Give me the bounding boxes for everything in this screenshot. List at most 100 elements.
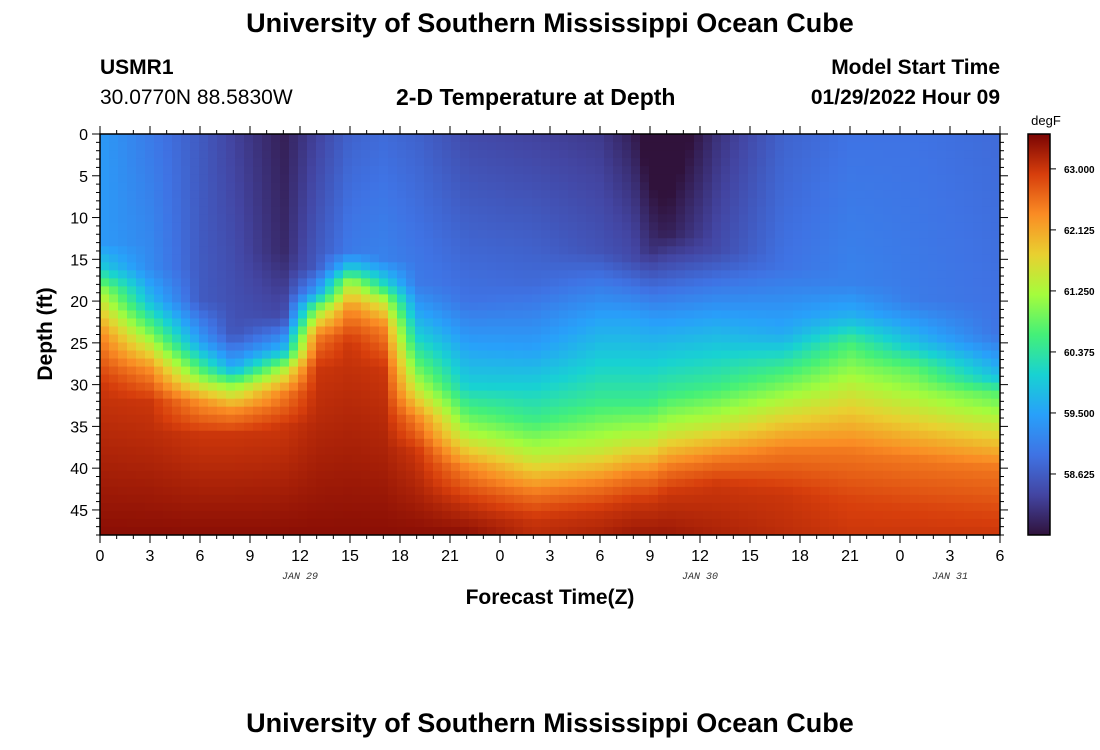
heatmap-cell — [937, 494, 947, 504]
heatmap-cell — [127, 406, 137, 416]
heatmap-cell — [226, 526, 236, 535]
heatmap-cell — [937, 214, 947, 223]
heatmap-cell — [415, 350, 425, 360]
heatmap-cell — [703, 518, 713, 528]
heatmap-cell — [532, 270, 542, 279]
heatmap-cell — [559, 222, 569, 231]
heatmap-cell — [649, 510, 659, 520]
heatmap-cell — [901, 494, 911, 504]
heatmap-cell — [433, 158, 443, 167]
heatmap-cell — [262, 382, 272, 392]
heatmap-cell — [235, 238, 245, 247]
heatmap-cell — [946, 430, 956, 440]
heatmap-cell — [595, 310, 605, 320]
heatmap-cell — [910, 286, 920, 295]
heatmap-cell — [163, 518, 173, 528]
heatmap-cell — [964, 494, 974, 504]
heatmap-cell — [613, 510, 623, 520]
heatmap-cell — [181, 134, 191, 143]
heatmap-cell — [559, 270, 569, 279]
heatmap-cell — [676, 526, 686, 535]
heatmap-cell — [973, 430, 983, 440]
heatmap-cell — [127, 254, 137, 263]
heatmap-cell — [928, 246, 938, 255]
heatmap-cell — [604, 486, 614, 496]
heatmap-cell — [919, 454, 929, 464]
heatmap-cell — [397, 206, 407, 215]
heatmap-cell — [172, 446, 182, 456]
heatmap-cell — [199, 198, 209, 207]
heatmap-cell — [946, 342, 956, 352]
heatmap-cell — [226, 422, 236, 432]
heatmap-cell — [775, 326, 785, 336]
heatmap-cell — [973, 462, 983, 472]
heatmap-cell — [685, 430, 695, 440]
heatmap-cell — [874, 302, 884, 312]
heatmap-cell — [370, 510, 380, 520]
heatmap-cell — [568, 238, 578, 247]
heatmap-cell — [955, 190, 965, 199]
heatmap-cell — [424, 158, 434, 167]
heatmap-cell — [721, 326, 731, 336]
heatmap — [100, 134, 1000, 535]
heatmap-cell — [982, 166, 992, 175]
heatmap-cell — [370, 334, 380, 344]
heatmap-cell — [109, 470, 119, 480]
heatmap-cell — [613, 294, 623, 304]
heatmap-cell — [415, 470, 425, 480]
heatmap-cell — [109, 134, 119, 143]
heatmap-cell — [865, 334, 875, 344]
heatmap-cell — [289, 438, 299, 448]
heatmap-cell — [433, 318, 443, 328]
heatmap-cell — [973, 214, 983, 223]
heatmap-cell — [928, 414, 938, 424]
heatmap-cell — [298, 206, 308, 215]
heatmap-cell — [163, 254, 173, 263]
heatmap-cell — [550, 462, 560, 472]
heatmap-cell — [712, 422, 722, 432]
heatmap-cell — [262, 206, 272, 215]
heatmap-cell — [163, 270, 173, 279]
heatmap-cell — [451, 414, 461, 424]
heatmap-cell — [973, 342, 983, 352]
heatmap-cell — [172, 158, 182, 167]
heatmap-cell — [649, 502, 659, 512]
heatmap-cell — [532, 230, 542, 239]
heatmap-cell — [325, 358, 335, 368]
heatmap-cell — [181, 158, 191, 167]
heatmap-cell — [424, 302, 434, 312]
heatmap-cell — [658, 158, 668, 167]
heatmap-cell — [433, 230, 443, 239]
heatmap-cell — [154, 310, 164, 320]
heatmap-cell — [406, 526, 416, 535]
heatmap-cell — [424, 438, 434, 448]
heatmap-cell — [892, 398, 902, 408]
heatmap-cell — [757, 326, 767, 336]
heatmap-cell — [622, 174, 632, 183]
heatmap-cell — [658, 358, 668, 368]
heatmap-cell — [685, 358, 695, 368]
heatmap-cell — [163, 454, 173, 464]
heatmap-cell — [172, 454, 182, 464]
heatmap-cell — [118, 462, 128, 472]
heatmap-cell — [289, 478, 299, 488]
heatmap-cell — [307, 326, 317, 336]
heatmap-cell — [235, 438, 245, 448]
heatmap-cell — [541, 230, 551, 239]
heatmap-cell — [325, 414, 335, 424]
heatmap-cell — [874, 142, 884, 151]
heatmap-cell — [280, 198, 290, 207]
heatmap-cell — [514, 510, 524, 520]
heatmap-cell — [703, 262, 713, 271]
heatmap-cell — [109, 374, 119, 384]
heatmap-cell — [991, 278, 1000, 287]
heatmap-cell — [424, 214, 434, 223]
heatmap-cell — [982, 286, 992, 295]
heatmap-cell — [640, 254, 650, 263]
heatmap-cell — [415, 286, 425, 295]
heatmap-cell — [730, 270, 740, 279]
heatmap-cell — [604, 350, 614, 360]
heatmap-cell — [748, 326, 758, 336]
heatmap-cell — [541, 150, 551, 159]
heatmap-cell — [487, 478, 497, 488]
